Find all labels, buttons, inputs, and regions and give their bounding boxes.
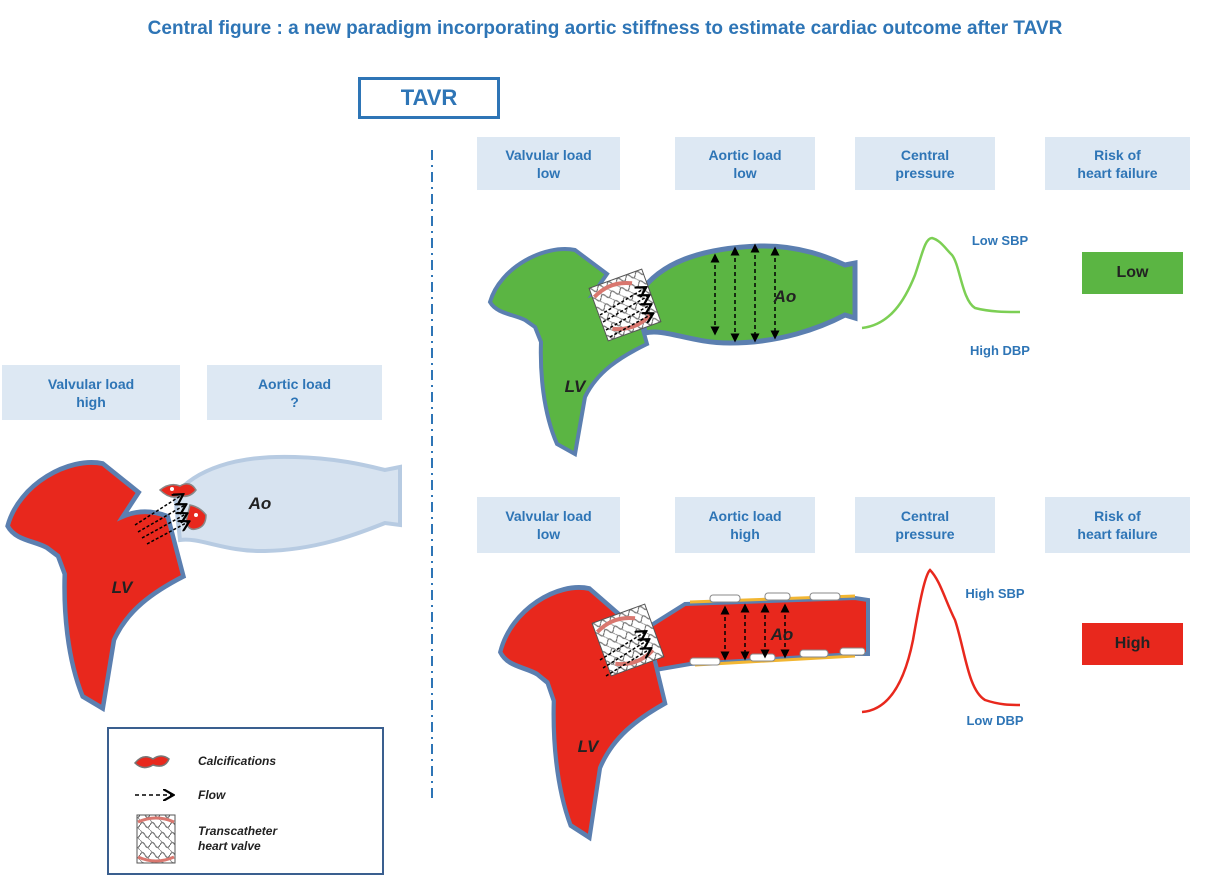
- ao-label: Ao: [248, 494, 272, 513]
- risk-box-high: [1082, 623, 1183, 665]
- sbp-label: Low SBP: [971, 233, 1029, 248]
- pressure-curve-high: [861, 568, 1021, 714]
- ao-label: Ao: [770, 625, 794, 644]
- sbp-label: High SBP: [965, 586, 1025, 601]
- legend-item: Flow: [198, 788, 226, 802]
- aorta-top: [637, 243, 858, 346]
- lv-label: LV: [577, 737, 599, 756]
- lv-label: LV: [564, 377, 586, 396]
- lv-label: LV: [111, 578, 133, 597]
- risk-label: Low: [1116, 264, 1149, 281]
- header: Valvular load high: [2, 365, 180, 420]
- header: Risk of heart failure: [1045, 497, 1190, 553]
- header: Central pressure: [855, 497, 995, 553]
- pressure-curve-low: [861, 236, 1021, 330]
- legend-item: Transcatheter heart valve: [198, 824, 278, 853]
- legend-calcification-icon: [133, 755, 170, 769]
- tavr-label: TAVR: [358, 77, 500, 119]
- legend-item: Calcifications: [198, 754, 277, 768]
- risk-box-low: [1082, 252, 1183, 294]
- flow-left: [134, 495, 188, 545]
- legend-valve-icon: [136, 814, 176, 864]
- header: Risk of heart failure: [1045, 137, 1190, 190]
- dbp-label: Low DBP: [966, 713, 1024, 728]
- title: Central figure : a new paradigm incorpor…: [147, 18, 1063, 39]
- risk-label: High: [1114, 635, 1151, 652]
- ao-label: Ao: [773, 287, 797, 306]
- header: Aortic load ?: [207, 365, 382, 420]
- flow-top: [599, 288, 652, 338]
- heart-left: [5, 460, 187, 713]
- header: Valvular load low: [477, 497, 620, 553]
- header: Aortic load low: [675, 137, 815, 190]
- header: Aortic load high: [675, 497, 815, 553]
- header: Central pressure: [855, 137, 995, 190]
- aorta-left: [172, 454, 402, 554]
- header: Valvular load low: [477, 137, 620, 190]
- flow-bottom: [599, 632, 650, 677]
- aorta-bottom: [647, 592, 870, 673]
- dbp-label: High DBP: [970, 343, 1030, 358]
